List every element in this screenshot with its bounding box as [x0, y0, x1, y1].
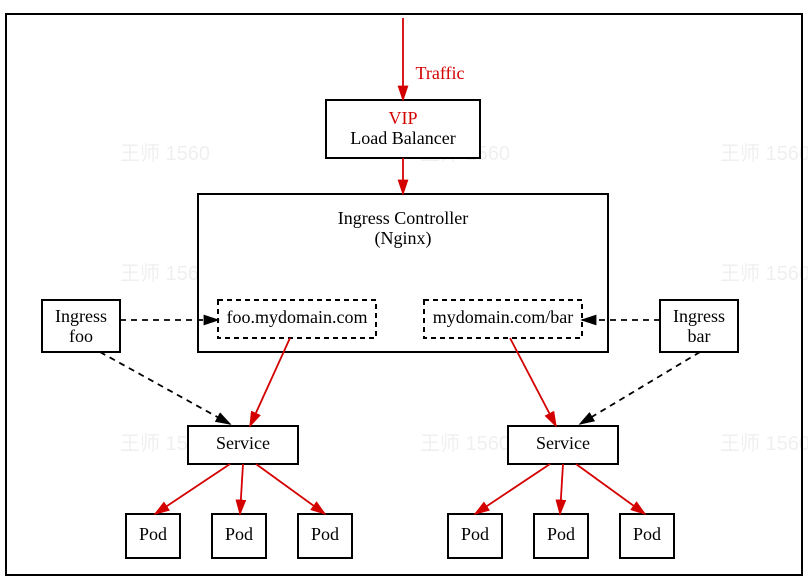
ingbar-to-svcbar: [580, 352, 700, 424]
ingress-controller-label2: (Nginx): [375, 228, 432, 249]
watermark: 王师 1560: [120, 262, 210, 285]
ingress-foo-box-l2: foo: [69, 326, 93, 346]
ingress-bar-box-l2: bar: [688, 326, 711, 346]
pod-foo-1-label: Pod: [139, 524, 167, 544]
ingress-controller-label1: Ingress Controller: [338, 208, 468, 228]
lb-label: Load Balancer: [350, 128, 455, 148]
watermark: 王师 1560: [720, 142, 808, 165]
diagram-canvas: 王师 1560 王师 1560 王师 1560 王师 1560 王师 1560 王师 15…: [0, 0, 808, 581]
svcbar-to-pod2: [560, 464, 563, 514]
svcfoo-to-pod3: [256, 464, 325, 514]
watermark: 王师 1560: [720, 432, 808, 455]
watermark: 王师 1560: [120, 142, 210, 165]
svcfoo-to-pod2: [240, 464, 243, 514]
service-foo-box-label: Service: [216, 433, 270, 453]
route-foo-box-label: foo.mydomain.com: [227, 307, 368, 327]
svcfoo-to-pod1: [155, 464, 230, 514]
route-bar-box-label: mydomain.com/bar: [433, 307, 573, 327]
traffic-label: Traffic: [416, 63, 465, 83]
pod-bar-3-label: Pod: [633, 524, 661, 544]
svcbar-to-pod1: [475, 464, 550, 514]
ingfoo-to-svcfoo: [100, 352, 230, 424]
watermark: 王师 1560: [720, 262, 808, 285]
service-bar-box-label: Service: [536, 433, 590, 453]
pod-foo-3-label: Pod: [311, 524, 339, 544]
lb-vip-label: VIP: [388, 108, 417, 128]
ingress-bar-box-l1: Ingress: [673, 306, 725, 326]
pod-bar-1-label: Pod: [461, 524, 489, 544]
ingress-foo-box-l1: Ingress: [55, 306, 107, 326]
pod-foo-2-label: Pod: [225, 524, 253, 544]
pod-bar-2-label: Pod: [547, 524, 575, 544]
svcbar-to-pod3: [576, 464, 645, 514]
watermark: 王师 1560: [420, 432, 510, 455]
